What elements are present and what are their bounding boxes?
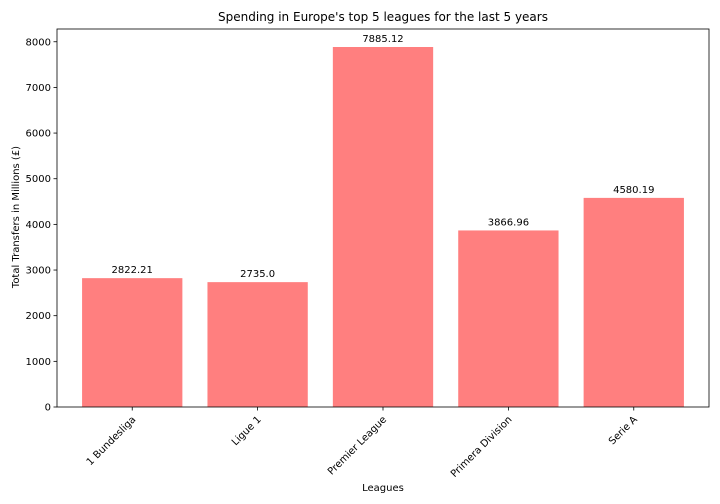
bar [583,197,684,407]
y-tick-label: 2000 [26,311,51,322]
y-tick-label: 5000 [26,174,51,185]
x-tick-label: Ligue 1 [230,414,264,448]
chart-title: Spending in Europe's top 5 leagues for t… [218,10,548,24]
bar [458,230,559,407]
y-tick-label: 4000 [26,220,51,231]
y-tick-label: 3000 [26,266,51,277]
x-axis: 1 Bundesliga Ligue 1 Premier League Primera… [85,407,640,480]
bar-value-label: 7885.12 [362,34,403,45]
bar-value-label: 2735.0 [240,269,275,280]
x-tick-label: 1 Bundesliga [85,414,139,468]
x-tick-label: Primera Division [449,414,515,480]
plot-frame [56,28,710,408]
bar-value-label: 3866.96 [488,217,529,228]
y-tick-label: 1000 [26,357,51,368]
bars-group: 2822.21 2735.0 7885.12 3866.96 4580.19 [82,34,684,408]
bar [207,282,308,407]
bar [332,47,434,408]
y-axis-label: Total Transfers in Millions (£) [11,146,22,289]
bar [82,278,183,407]
y-tick-label: 6000 [26,129,51,140]
x-tick-label: Premier League [326,414,389,477]
y-axis: 0 1000 2000 3000 4000 5000 6000 7000 8000 [26,37,57,414]
y-tick-label: 0 [45,403,51,414]
y-tick-label: 8000 [26,37,51,48]
bar-value-label: 4580.19 [613,185,654,196]
y-tick-label: 7000 [26,83,51,94]
bar-value-label: 2822.21 [112,265,153,276]
x-tick-label: Serie A [607,414,640,447]
x-axis-label: Leagues [362,483,404,494]
